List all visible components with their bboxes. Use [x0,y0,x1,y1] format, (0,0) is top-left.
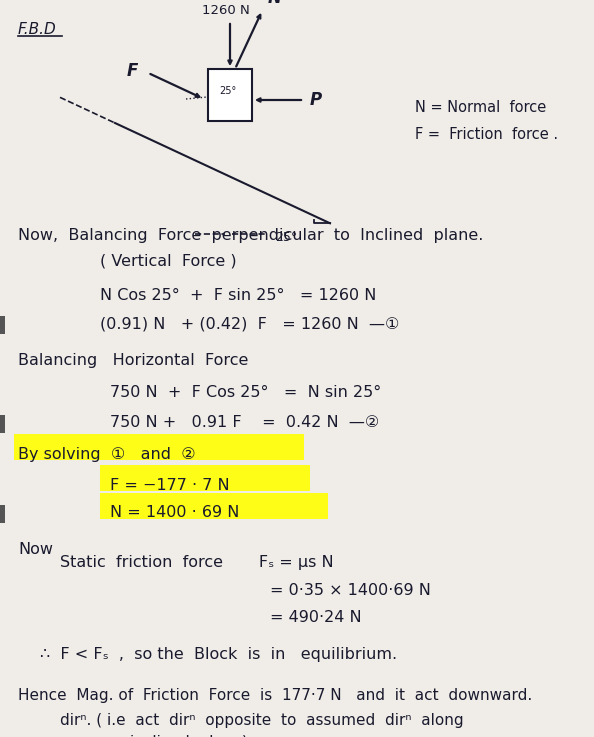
Text: Static  friction  force       Fₛ = μs N: Static friction force Fₛ = μs N [60,555,334,570]
Text: Hence  Mag. of  Friction  Force  is  177·7 N   and  it  act  downward.: Hence Mag. of Friction Force is 177·7 N … [18,688,532,703]
Text: By solving  ①   and  ②: By solving ① and ② [18,447,195,462]
Text: 750 N +   0.91 F    =  0.42 N  —②: 750 N + 0.91 F = 0.42 N —② [110,415,379,430]
Text: 750 N  +  F Cos 25°   =  N sin 25°: 750 N + F Cos 25° = N sin 25° [110,385,381,400]
Text: N = 1400 · 69 N: N = 1400 · 69 N [110,505,239,520]
Text: = 0·35 × 1400·69 N: = 0·35 × 1400·69 N [270,583,431,598]
Text: ( Vertical  Force ): ( Vertical Force ) [100,253,236,268]
Text: F = −177 · 7 N: F = −177 · 7 N [110,478,230,493]
Text: N = Normal  force: N = Normal force [415,100,546,115]
Text: = 490·24 N: = 490·24 N [270,610,362,625]
Bar [0,505,5,523]
Text: 1260 N: 1260 N [202,4,250,17]
Text: P: P [310,91,322,109]
Bar [0,316,5,334]
Text: Now,  Balancing  Force  perpendicular  to  Inclined  plane.: Now, Balancing Force perpendicular to In… [18,228,484,243]
Text: ∴  F < Fₛ  ,  so the  Block  is  in   equilibrium.: ∴ F < Fₛ , so the Block is in equilibriu… [40,647,397,662]
Bar [208,69,252,121]
Text: 25°: 25° [275,231,297,244]
Text: Balancing   Horizontal  Force: Balancing Horizontal Force [18,353,248,368]
Text: (0.91) N   + (0.42)  F   = 1260 N  —①: (0.91) N + (0.42) F = 1260 N —① [100,316,399,331]
Text: N Cos 25°  +  F sin 25°   = 1260 N: N Cos 25° + F sin 25° = 1260 N [100,288,377,303]
Text: F =  Friction  force .: F = Friction force . [415,127,558,142]
Text: inclined  plane): inclined plane) [130,735,248,737]
Text: 25°: 25° [219,86,236,96]
Text: N: N [267,0,282,7]
Text: F.B.D: F.B.D [18,22,57,37]
Bar [100,465,310,491]
Text: Now: Now [18,542,53,557]
Text: F: F [127,62,138,80]
Bar [0,415,5,433]
Text: dirⁿ. ( i.e  act  dirⁿ  opposite  to  assumed  dirⁿ  along: dirⁿ. ( i.e act dirⁿ opposite to assumed… [60,713,464,728]
Bar [100,493,328,519]
Bar [14,434,304,460]
